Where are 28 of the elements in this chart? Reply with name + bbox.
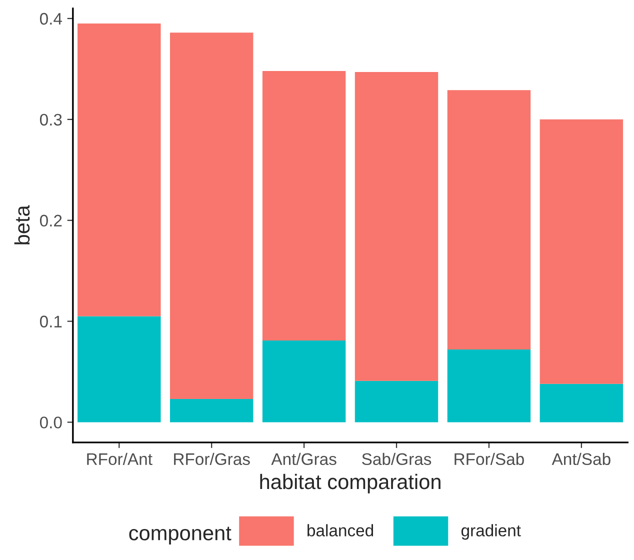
legend-label: gradient: [461, 524, 521, 540]
bar: [78, 24, 161, 316]
bar: [170, 32, 254, 399]
bar: [354, 380, 438, 422]
x-tick-label: RFor/Ant: [87, 452, 152, 466]
bar: [540, 384, 624, 422]
bar: [262, 340, 346, 422]
bar: [447, 90, 531, 350]
y-axis-title: beta: [14, 205, 30, 244]
x-tick-label: RFor/Gras: [174, 452, 250, 466]
x-tick-label: Ant/Sab: [552, 452, 610, 466]
y-tick-label: 0.0: [40, 416, 62, 428]
bar: [78, 316, 161, 422]
legend-title: component: [129, 526, 232, 545]
x-axis-title: habitat comparation: [260, 474, 440, 494]
bar: [262, 70, 346, 340]
bar: [540, 119, 624, 384]
y-tick-label: 0.4: [40, 12, 62, 25]
y-tick-label: 0.2: [40, 214, 62, 227]
legend-label: balanced: [308, 524, 374, 536]
bar: [170, 399, 254, 422]
y-tick-label: 0.3: [40, 114, 62, 126]
x-tick-label: Sab/Gras: [362, 452, 432, 466]
x-tick-label: RFor/Sab: [454, 452, 524, 466]
bar: [447, 350, 531, 422]
x-tick-label: Ant/Gras: [271, 452, 336, 466]
bar: [354, 72, 438, 381]
y-tick-label: 0.1: [40, 316, 62, 328]
